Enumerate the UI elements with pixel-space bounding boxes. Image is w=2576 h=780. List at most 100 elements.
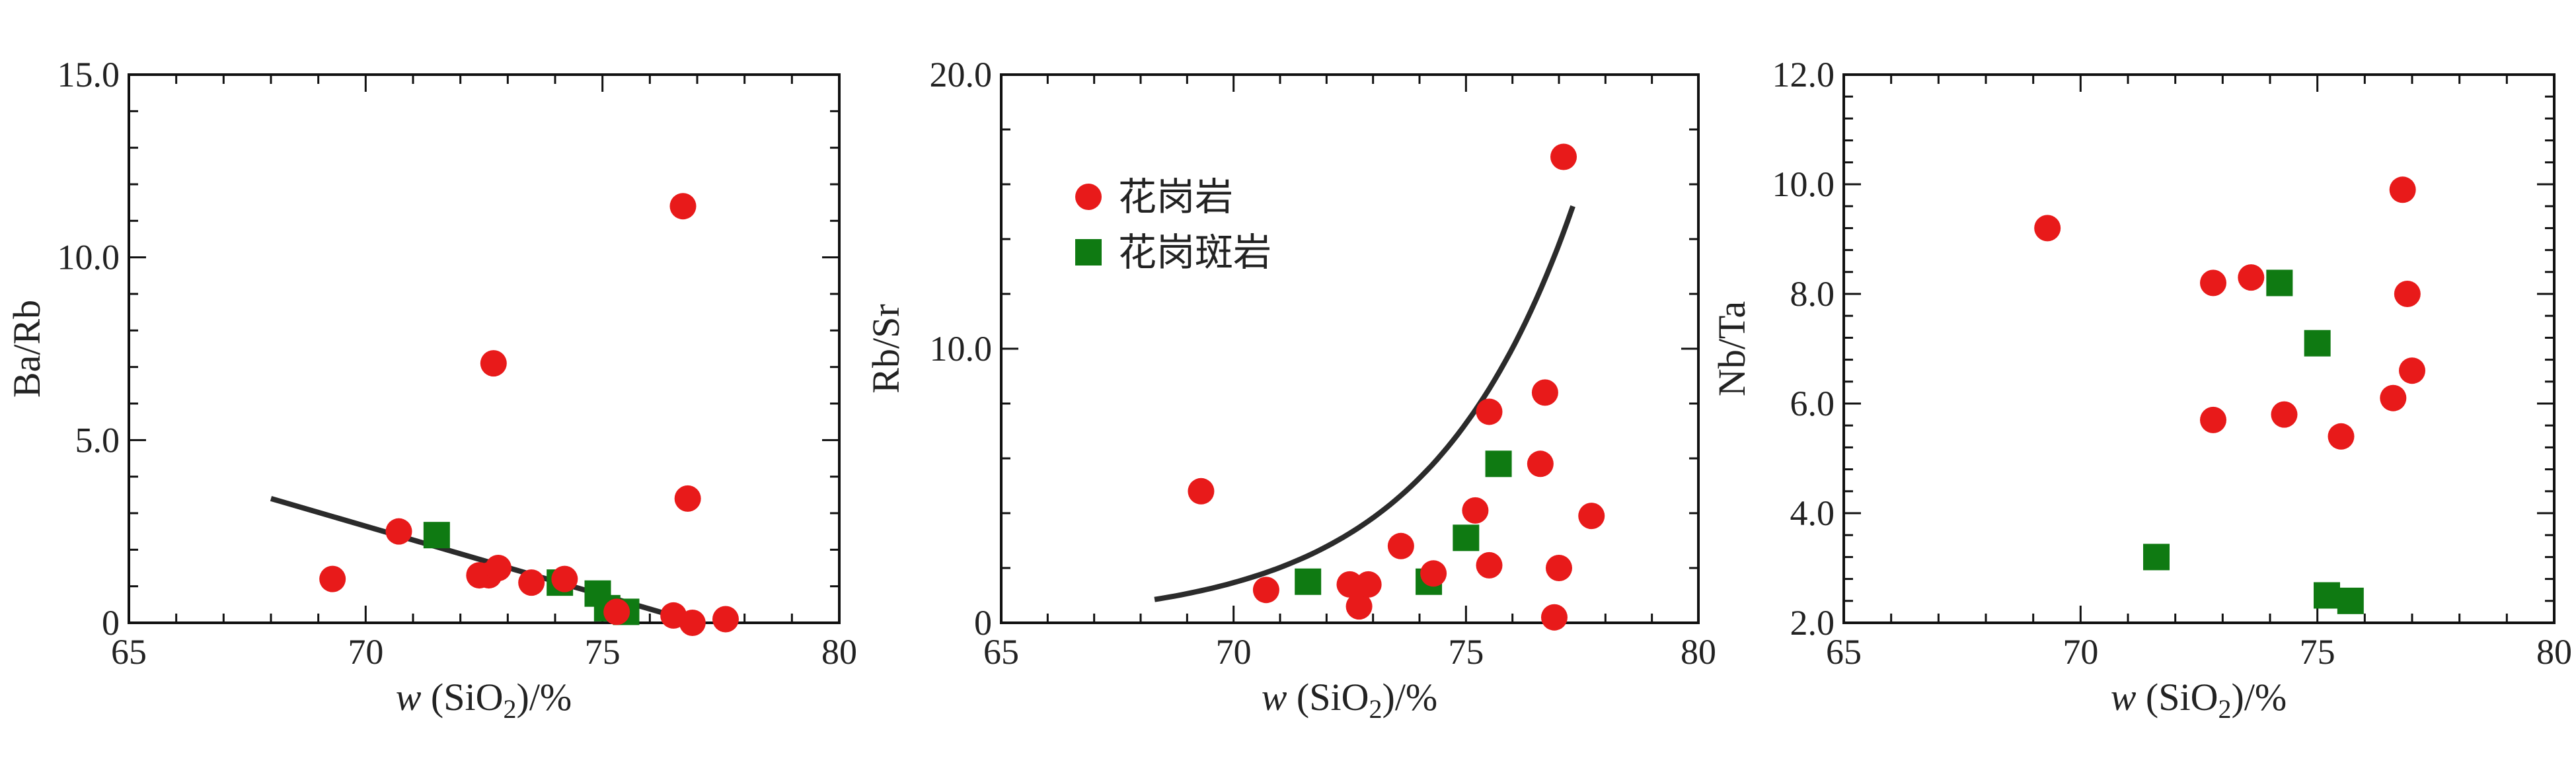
y-axis-label: Rb/Sr	[864, 304, 907, 393]
data-marks	[2034, 176, 2425, 614]
axis-ticks	[128, 73, 841, 624]
y-tick-label: 4.0	[1790, 493, 1835, 533]
granite-porphyry-point	[2314, 582, 2340, 609]
x-axis-label: w (SiO2)/%	[396, 676, 572, 724]
granite-point	[603, 598, 630, 625]
granite-porphyry-point	[2304, 330, 2331, 357]
x-axis-label-sub: 2	[2218, 694, 2232, 724]
granite-point	[1527, 450, 1554, 478]
granite-point	[669, 193, 697, 220]
x-axis-label-sub: 2	[504, 694, 517, 724]
y-tick-label: 15.0	[57, 55, 120, 94]
granite-point	[480, 350, 507, 377]
granite-porphyry-point	[2337, 587, 2364, 614]
granite-point	[2034, 215, 2061, 242]
y-tick-label: 0	[974, 603, 992, 643]
x-tick-label: 65	[1826, 632, 1862, 672]
x-axis-label-w: w	[1262, 676, 1287, 719]
plot-frame	[128, 73, 841, 624]
granite-point	[1462, 497, 1489, 524]
granite-point	[551, 565, 578, 592]
granite-point	[2399, 357, 2425, 384]
granite-porphyry-point	[1453, 524, 1480, 551]
x-tick-label: 75	[2300, 632, 2335, 672]
granite-point	[1188, 478, 1215, 505]
x-axis-label-sub: 2	[1369, 694, 1383, 724]
exponential-trend-curve	[1154, 205, 1575, 602]
granite-point	[518, 569, 545, 596]
granite-point	[2394, 281, 2421, 307]
granite-point	[485, 555, 511, 581]
y-tick-label: 20.0	[930, 55, 993, 94]
x-tick-label: 65	[983, 632, 1019, 672]
x-axis-label-tail: )/%	[517, 676, 572, 719]
tick-labels: 65 70 75 80 2.0 4.0 6.0 8.0 10.0 12.0	[1772, 55, 2573, 672]
granite-point	[2200, 406, 2226, 433]
x-tick-label: 75	[1448, 632, 1484, 672]
y-tick-label: 10.0	[1772, 164, 1835, 204]
granite-point	[2200, 269, 2226, 297]
x-axis-label-tail: )/%	[1383, 676, 1438, 719]
granite-point	[1387, 532, 1414, 559]
trend-curve	[1154, 205, 1575, 602]
y-axis-label: Ba/Rb	[5, 300, 48, 398]
tick-labels: 65 70 75 80 0 10.0 20.0	[930, 55, 1717, 672]
plot-frame	[1842, 73, 2556, 624]
y-tick-label: 0	[102, 603, 120, 643]
y-tick-label: 2.0	[1790, 603, 1835, 643]
x-axis-label-w: w	[396, 676, 422, 719]
granite-point	[1355, 571, 1382, 598]
granite-point	[1540, 604, 1568, 631]
x-tick-label: 80	[821, 632, 857, 672]
granite-porphyry-point	[1485, 450, 1512, 478]
x-tick-label: 70	[348, 632, 383, 672]
y-tick-label: 10.0	[57, 238, 120, 277]
legend-granite-label: 花岗岩	[1118, 174, 1233, 219]
granite-point	[2328, 423, 2355, 450]
y-tick-label: 8.0	[1790, 274, 1835, 314]
x-tick-label: 65	[111, 632, 147, 672]
x-tick-label: 70	[2063, 632, 2098, 672]
y-tick-label: 12.0	[1772, 55, 1835, 94]
x-tick-label: 80	[2536, 632, 2572, 672]
x-axis-label-main: (SiO	[421, 676, 503, 719]
legend: 花岗岩 花岗斑岩	[1075, 174, 1271, 275]
x-tick-label: 70	[1216, 632, 1252, 672]
tick-labels: 65 70 75 80 0 5.0 10.0 15.0	[57, 55, 858, 672]
panel-rb-sr: 65 70 75 80 0 10.0 20.0 Rb/Sr w (SiO2)/% 花岗岩 花…	[864, 55, 1716, 724]
legend-porphyry-marker	[1075, 239, 1102, 266]
x-axis-label: w (SiO2)/%	[2111, 676, 2287, 724]
granite-point	[2380, 384, 2407, 411]
granite-point	[1345, 593, 1373, 620]
granite-point	[1578, 503, 1605, 530]
granite-point	[679, 610, 706, 636]
granite-point	[1476, 398, 1503, 425]
granite-point	[1550, 143, 1577, 170]
legend-granite-marker	[1075, 184, 1102, 210]
x-axis-label-tail: )/%	[2232, 676, 2287, 719]
axis-ticks	[1842, 73, 2556, 624]
y-tick-label: 6.0	[1790, 384, 1835, 423]
data-marks	[1188, 143, 1605, 631]
granite-point	[1546, 555, 1572, 581]
granite-point	[1476, 551, 1503, 579]
granite-porphyry-point	[423, 522, 450, 549]
x-tick-label: 80	[1681, 632, 1716, 672]
granite-point	[1531, 379, 1558, 406]
legend-porphyry-label: 花岗斑岩	[1118, 230, 1271, 275]
granite-point	[385, 518, 412, 545]
panel-nb-ta: 65 70 75 80 2.0 4.0 6.0 8.0 10.0 12.0 Nb/Ta w (Si…	[1710, 55, 2572, 724]
x-axis-label-main: (SiO	[2136, 676, 2218, 719]
granite-point	[2389, 176, 2416, 203]
x-axis-label-main: (SiO	[1287, 676, 1369, 719]
granite-point	[712, 606, 739, 633]
granite-porphyry-point	[2143, 544, 2170, 571]
granite-point	[319, 565, 346, 592]
x-axis-label-w: w	[2111, 676, 2137, 719]
y-tick-label: 10.0	[930, 329, 993, 369]
y-axis-label: Nb/Ta	[1710, 301, 1753, 396]
x-axis-label: w (SiO2)/%	[1262, 676, 1438, 724]
panel-ba-rb: 65 70 75 80 0 5.0 10.0 15.0 Ba/Rb w (SiO2)/%	[5, 55, 857, 724]
x-tick-label: 75	[585, 632, 621, 672]
